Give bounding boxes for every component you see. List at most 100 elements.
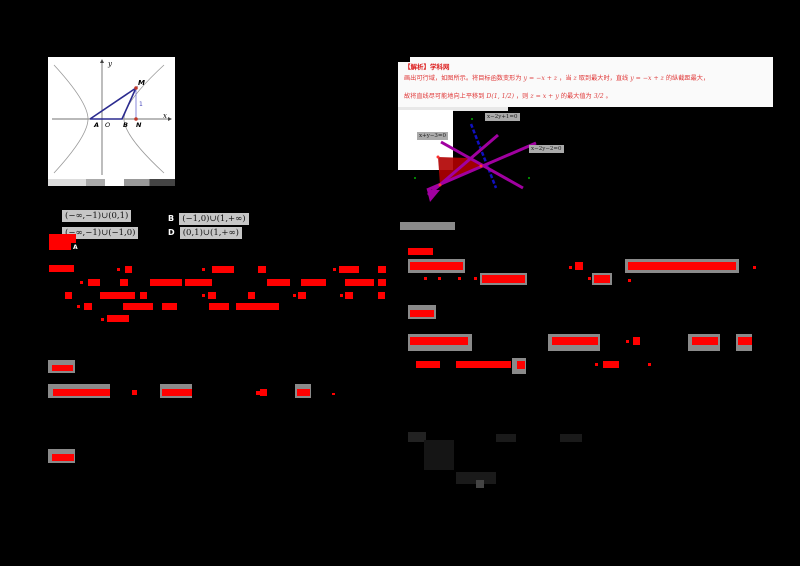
redacted-dot	[77, 305, 80, 308]
redacted-dot	[202, 294, 205, 297]
math-span: y = −x + z	[630, 75, 664, 82]
redacted-text	[456, 361, 511, 368]
redacted-text	[100, 292, 135, 299]
redacted-text	[603, 361, 619, 368]
text-span: 取到最大时，直线	[578, 75, 629, 82]
analysis-line-2: 故将直线尽可能地向上平移到 D(1, 1/2) ，则 z = x + y 的最大…	[404, 91, 612, 100]
point-M-label: M	[138, 79, 145, 87]
redacted-text	[482, 275, 525, 283]
card-corner-mask	[398, 57, 410, 62]
redacted-text	[236, 303, 279, 310]
lp-graph-svg	[414, 118, 537, 233]
redacted-text	[738, 337, 752, 345]
redacted-dot	[117, 268, 120, 271]
redacted-dot	[332, 393, 335, 395]
redacted-text	[258, 266, 266, 273]
analysis-line-1: 画出可行域，如图所示。将目标函数变形为 y = −x + z ，当 z 取到最大…	[404, 73, 709, 82]
line-label-3: x−2y−2=0	[529, 145, 564, 153]
text-span: 的纵截距最大，	[665, 75, 710, 82]
right-section2-text	[410, 337, 468, 345]
redacted-text	[162, 303, 177, 310]
redacted-dot	[458, 277, 461, 280]
hyperbola-graph-svg	[52, 59, 172, 175]
line-label-2: x+y−3=0	[417, 132, 449, 140]
redacted-dot	[595, 363, 598, 366]
y-axis-label: y	[108, 60, 112, 68]
redacted-text	[212, 266, 234, 273]
line-label-1: x−2y+1=0	[485, 113, 520, 121]
redacted-dot	[202, 268, 205, 271]
redacted-text	[120, 279, 128, 286]
redacted-text	[301, 279, 326, 286]
section2-answer-label	[52, 365, 73, 371]
section3-answer-label	[52, 454, 74, 461]
redacted-text	[107, 315, 129, 322]
redacted-text	[162, 389, 192, 396]
redacted-dot	[293, 294, 296, 297]
option-C-text: (−∞,−1)∪(−1,0)	[62, 227, 139, 239]
redacted-text	[628, 262, 736, 270]
option-C: (−∞,−1)∪(−1,0)	[62, 220, 139, 239]
right-section2-label	[410, 310, 434, 317]
redacted-dot	[101, 318, 104, 321]
card-bottom-strip	[398, 107, 508, 111]
faint-fragment	[560, 434, 582, 442]
redacted-text	[260, 389, 267, 396]
faint-fragment	[408, 432, 426, 442]
option-D-text: (0,1)∪(1,+∞)	[179, 227, 242, 239]
redacted-text	[378, 292, 385, 299]
redacted-dot	[588, 277, 591, 280]
section2-analysis-text	[53, 389, 110, 396]
figure-caption-strip	[400, 222, 455, 230]
linear-programming-figure: x−2y+1=0 x+y−3=0 x−2y−2=0	[405, 110, 565, 233]
redacted-text	[125, 266, 132, 273]
redacted-text	[416, 361, 440, 368]
analysis-card: 【解析】学科网 画出可行域，如图所示。将目标函数变形为 y = −x + z ，…	[398, 57, 773, 107]
point-B-label: B	[123, 121, 128, 129]
redacted-text	[140, 292, 147, 299]
math-span: y = −x + z	[523, 75, 558, 82]
answer-tag-block: 【答案】A	[49, 234, 78, 251]
text-span: ，则	[516, 93, 529, 100]
redacted-dot	[569, 266, 572, 269]
analysis-tag-block	[49, 243, 71, 250]
redacted-text	[339, 266, 359, 273]
math-span: 3/2	[593, 93, 604, 100]
segment-MN-label: 1	[139, 101, 143, 108]
option-A: (−∞,−1)∪(0,1)	[62, 203, 132, 222]
redacted-dot	[626, 340, 629, 343]
redacted-text	[185, 279, 212, 286]
redacted-text	[267, 279, 290, 286]
redacted-text	[517, 361, 525, 369]
redacted-text	[150, 279, 182, 286]
x-axis-label: x	[163, 112, 167, 120]
right-section1-label	[408, 248, 433, 255]
option-B-letter: B	[168, 214, 175, 223]
redacted-text	[594, 275, 610, 283]
redacted-dot	[648, 363, 651, 366]
redacted-text	[552, 337, 598, 345]
redacted-text	[123, 303, 153, 310]
text-span: 画出可行域，如图所示。将目标函数变形为	[404, 75, 522, 82]
redacted-text	[88, 279, 100, 286]
text-span: ，当	[559, 75, 572, 82]
redacted-text	[209, 303, 229, 310]
hyperbola-figure: y x A O B N M 1	[48, 57, 175, 179]
redacted-dot	[474, 277, 477, 280]
redacted-dot	[340, 294, 343, 297]
option-B-text: (−1,0)∪(1,+∞)	[179, 213, 249, 225]
point-N-label: N	[136, 121, 142, 129]
redacted-dot	[424, 277, 427, 280]
redacted-text	[208, 292, 216, 299]
point-O-label: O	[105, 121, 111, 129]
text-span: 。	[605, 93, 612, 100]
option-A-text: (−∞,−1)∪(0,1)	[62, 210, 132, 222]
redacted-text	[345, 279, 374, 286]
redacted-text	[84, 303, 92, 310]
redacted-dot	[438, 277, 441, 280]
redacted-text	[248, 292, 255, 299]
redacted-text	[633, 337, 640, 345]
redacted-text	[345, 292, 353, 299]
redacted-text	[49, 265, 74, 272]
redacted-dot	[333, 268, 336, 271]
